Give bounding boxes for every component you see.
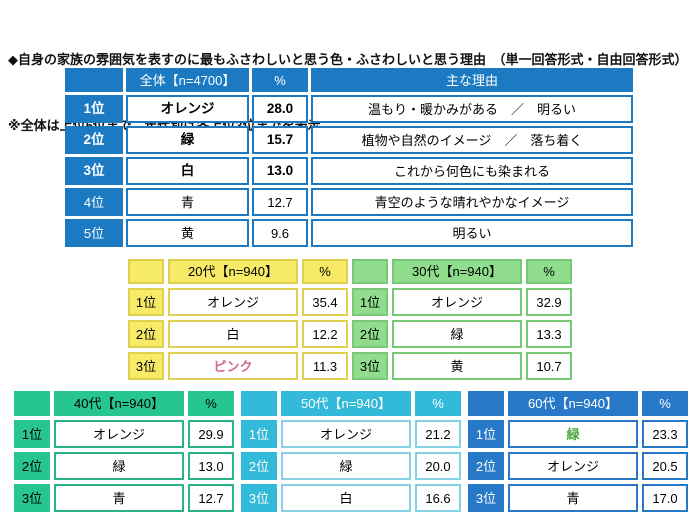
rank-cell: 3位 [241,484,277,512]
rank-cell: 5位 [65,219,123,247]
color-cell: オレンジ [281,420,411,448]
color-cell: オレンジ [392,288,522,316]
reason-cell: 温もり・暖かみがある ／ 明るい [311,95,633,123]
rank-cell: 4位 [65,188,123,216]
percent-cell: 13.0 [252,157,308,185]
color-cell: 青 [126,188,249,216]
rank-cell: 1位 [14,420,50,448]
color-cell: 緑 [392,320,522,348]
color-cell: 緑 [54,452,184,480]
age30-results-table: 30代【n=940】 % 1位 オレンジ 32.9 2位 緑 13.3 3位 黄… [352,259,572,380]
rank-cell: 3位 [14,484,50,512]
percent-cell: 32.9 [526,288,572,316]
color-cell-pink-highlight: ピンク [168,352,298,380]
rank-cell: 1位 [128,288,164,316]
percent-cell: 20.0 [415,452,461,480]
age50-corner-cell [241,391,277,416]
rank-cell: 2位 [352,320,388,348]
color-cell: オレンジ [168,288,298,316]
age50-percent-header: % [415,391,461,416]
age40-results-table: 40代【n=940】 % 1位 オレンジ 29.9 2位 緑 13.0 3位 青… [14,391,234,512]
percent-cell: 28.0 [252,95,308,123]
reason-cell: 明るい [311,219,633,247]
color-cell: 黄 [126,219,249,247]
percent-cell: 12.7 [252,188,308,216]
rank-cell: 2位 [241,452,277,480]
rank-cell: 3位 [128,352,164,380]
age30-percent-header: % [526,259,572,284]
percent-cell: 29.9 [188,420,234,448]
age30-corner-cell [352,259,388,284]
percent-cell: 13.3 [526,320,572,348]
color-cell: 青 [508,484,638,512]
reason-cell: これから何色にも染まれる [311,157,633,185]
rank-cell: 3位 [468,484,504,512]
age40-group-header: 40代【n=940】 [54,391,184,416]
percent-cell: 17.0 [642,484,688,512]
percent-cell: 11.3 [302,352,348,380]
rank-cell: 1位 [352,288,388,316]
age20-percent-header: % [302,259,348,284]
percent-cell: 35.4 [302,288,348,316]
color-cell: オレンジ [126,95,249,123]
rank-cell: 2位 [65,126,123,154]
percent-cell: 10.7 [526,352,572,380]
age60-results-table: 60代【n=940】 % 1位 緑 23.3 2位 オレンジ 20.5 3位 青… [468,391,688,512]
color-cell: 緑 [281,452,411,480]
color-cell: 緑 [126,126,249,154]
age60-percent-header: % [642,391,688,416]
age60-group-header: 60代【n=940】 [508,391,638,416]
percent-cell: 9.6 [252,219,308,247]
overall-corner-cell [65,68,123,92]
age30-group-header: 30代【n=940】 [392,259,522,284]
color-cell: 黄 [392,352,522,380]
color-cell: 白 [168,320,298,348]
color-cell: 白 [126,157,249,185]
rank-cell: 2位 [128,320,164,348]
percent-cell: 12.7 [188,484,234,512]
age20-results-table: 20代【n=940】 % 1位 オレンジ 35.4 2位 白 12.2 3位 ピ… [128,259,348,380]
overall-reason-header: 主な理由 [311,68,633,92]
percent-cell: 21.2 [415,420,461,448]
age20-corner-cell [128,259,164,284]
rank-cell: 1位 [468,420,504,448]
overall-group-header: 全体【n=4700】 [126,68,249,92]
age40-percent-header: % [188,391,234,416]
age20-group-header: 20代【n=940】 [168,259,298,284]
rank-cell: 1位 [65,95,123,123]
age50-group-header: 50代【n=940】 [281,391,411,416]
color-cell: 白 [281,484,411,512]
color-cell-green-highlight: 緑 [508,420,638,448]
reason-cell: 植物や自然のイメージ ／ 落ち着く [311,126,633,154]
rank-cell: 3位 [352,352,388,380]
overall-results-table: 全体【n=4700】 % 主な理由 1位 オレンジ 28.0 温もり・暖かみがあ… [65,68,633,247]
survey-question-title: ◆自身の家族の雰囲気を表すのに最もふさわしいと思う色・ふさわしいと思う理由 （単… [8,52,688,67]
reason-cell: 青空のような晴れやかなイメージ [311,188,633,216]
rank-cell: 2位 [14,452,50,480]
color-cell: 青 [54,484,184,512]
rank-cell: 2位 [468,452,504,480]
age40-corner-cell [14,391,50,416]
percent-cell: 23.3 [642,420,688,448]
age50-results-table: 50代【n=940】 % 1位 オレンジ 21.2 2位 緑 20.0 3位 白… [241,391,461,512]
percent-cell: 16.6 [415,484,461,512]
rank-cell: 3位 [65,157,123,185]
color-cell: オレンジ [54,420,184,448]
rank-cell: 1位 [241,420,277,448]
overall-percent-header: % [252,68,308,92]
age60-corner-cell [468,391,504,416]
color-cell: オレンジ [508,452,638,480]
percent-cell: 20.5 [642,452,688,480]
percent-cell: 12.2 [302,320,348,348]
percent-cell: 15.7 [252,126,308,154]
percent-cell: 13.0 [188,452,234,480]
